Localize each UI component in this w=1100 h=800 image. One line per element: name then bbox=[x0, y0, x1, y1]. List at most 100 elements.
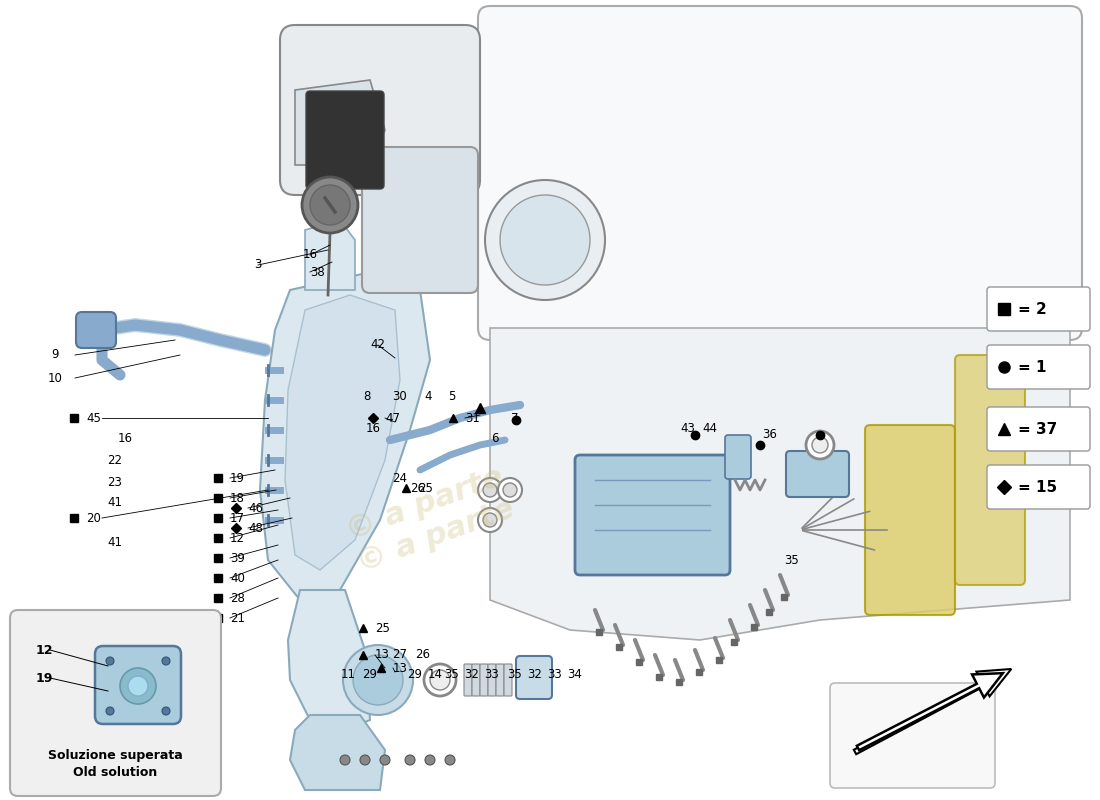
FancyBboxPatch shape bbox=[95, 646, 182, 724]
Circle shape bbox=[340, 755, 350, 765]
Text: 19: 19 bbox=[36, 671, 54, 685]
Text: 28: 28 bbox=[230, 591, 245, 605]
FancyBboxPatch shape bbox=[955, 355, 1025, 585]
FancyBboxPatch shape bbox=[496, 664, 504, 696]
Text: 16: 16 bbox=[365, 422, 381, 434]
Text: Soluzione superata: Soluzione superata bbox=[48, 750, 183, 762]
Circle shape bbox=[162, 707, 170, 715]
Text: 19: 19 bbox=[230, 471, 245, 485]
Circle shape bbox=[162, 657, 170, 665]
FancyBboxPatch shape bbox=[478, 6, 1082, 340]
Text: = 37: = 37 bbox=[1018, 422, 1057, 437]
Circle shape bbox=[500, 195, 590, 285]
Text: 41: 41 bbox=[108, 495, 122, 509]
Circle shape bbox=[106, 657, 114, 665]
Circle shape bbox=[446, 755, 455, 765]
Text: = 2: = 2 bbox=[1018, 302, 1047, 317]
Circle shape bbox=[353, 655, 403, 705]
Circle shape bbox=[430, 670, 450, 690]
FancyBboxPatch shape bbox=[480, 664, 488, 696]
Text: 30: 30 bbox=[393, 390, 407, 403]
Circle shape bbox=[360, 755, 370, 765]
FancyBboxPatch shape bbox=[987, 345, 1090, 389]
Polygon shape bbox=[290, 715, 385, 790]
FancyBboxPatch shape bbox=[472, 664, 480, 696]
Text: 41: 41 bbox=[108, 535, 122, 549]
Circle shape bbox=[806, 431, 834, 459]
FancyBboxPatch shape bbox=[830, 683, 996, 788]
Text: 46: 46 bbox=[248, 502, 263, 514]
Text: 10: 10 bbox=[47, 371, 63, 385]
Text: 16: 16 bbox=[302, 249, 318, 262]
Text: 27: 27 bbox=[393, 649, 407, 662]
Circle shape bbox=[485, 180, 605, 300]
Text: 3: 3 bbox=[254, 258, 262, 271]
FancyBboxPatch shape bbox=[464, 664, 472, 696]
Circle shape bbox=[379, 755, 390, 765]
Text: 35: 35 bbox=[784, 554, 800, 566]
Text: 21: 21 bbox=[230, 611, 245, 625]
FancyBboxPatch shape bbox=[306, 91, 384, 189]
Circle shape bbox=[106, 707, 114, 715]
Text: 18: 18 bbox=[230, 491, 245, 505]
Circle shape bbox=[812, 437, 828, 453]
FancyBboxPatch shape bbox=[280, 25, 480, 195]
FancyBboxPatch shape bbox=[575, 455, 730, 575]
Text: 17: 17 bbox=[230, 511, 245, 525]
FancyArrow shape bbox=[857, 673, 1003, 750]
Polygon shape bbox=[305, 220, 355, 290]
Text: 7: 7 bbox=[512, 411, 519, 425]
Text: 45: 45 bbox=[86, 411, 101, 425]
FancyArrow shape bbox=[854, 669, 1011, 754]
Text: = 1: = 1 bbox=[1018, 359, 1046, 374]
Text: 12: 12 bbox=[36, 643, 54, 657]
Text: 5: 5 bbox=[449, 390, 455, 403]
Text: © a parte
© a parte: © a parte © a parte bbox=[342, 462, 518, 578]
Text: 14: 14 bbox=[428, 669, 442, 682]
Text: 11: 11 bbox=[341, 669, 355, 682]
Circle shape bbox=[478, 478, 502, 502]
Text: 20: 20 bbox=[86, 511, 101, 525]
Text: 33: 33 bbox=[548, 669, 562, 682]
Text: 13: 13 bbox=[375, 649, 389, 662]
Text: 40: 40 bbox=[230, 571, 245, 585]
FancyBboxPatch shape bbox=[786, 451, 849, 497]
Text: 32: 32 bbox=[464, 669, 480, 682]
Circle shape bbox=[310, 185, 350, 225]
Polygon shape bbox=[260, 270, 430, 600]
Polygon shape bbox=[288, 590, 370, 730]
Text: 48: 48 bbox=[248, 522, 263, 534]
FancyBboxPatch shape bbox=[725, 435, 751, 479]
Circle shape bbox=[498, 478, 522, 502]
FancyBboxPatch shape bbox=[987, 407, 1090, 451]
Text: 16: 16 bbox=[118, 431, 132, 445]
FancyBboxPatch shape bbox=[987, 465, 1090, 509]
Text: 29: 29 bbox=[363, 669, 377, 682]
Circle shape bbox=[424, 664, 456, 696]
Text: 33: 33 bbox=[485, 669, 499, 682]
Text: 12: 12 bbox=[230, 531, 245, 545]
Text: 44: 44 bbox=[703, 422, 717, 434]
FancyBboxPatch shape bbox=[504, 664, 512, 696]
Polygon shape bbox=[285, 295, 400, 570]
FancyBboxPatch shape bbox=[10, 610, 221, 796]
Polygon shape bbox=[490, 328, 1070, 640]
Text: 23: 23 bbox=[108, 475, 122, 489]
FancyBboxPatch shape bbox=[488, 664, 496, 696]
Text: 8: 8 bbox=[363, 390, 371, 403]
Text: 39: 39 bbox=[230, 551, 245, 565]
Circle shape bbox=[302, 177, 358, 233]
Circle shape bbox=[483, 483, 497, 497]
Text: 31: 31 bbox=[465, 411, 480, 425]
Text: 36: 36 bbox=[762, 429, 778, 442]
Text: 22: 22 bbox=[108, 454, 122, 466]
Text: 32: 32 bbox=[528, 669, 542, 682]
Text: 29: 29 bbox=[407, 669, 422, 682]
Text: 25: 25 bbox=[375, 622, 389, 634]
Circle shape bbox=[405, 755, 415, 765]
Text: 24: 24 bbox=[393, 471, 407, 485]
Text: 26: 26 bbox=[416, 649, 430, 662]
Text: 42: 42 bbox=[371, 338, 385, 351]
Circle shape bbox=[343, 645, 412, 715]
Text: 47: 47 bbox=[385, 411, 400, 425]
